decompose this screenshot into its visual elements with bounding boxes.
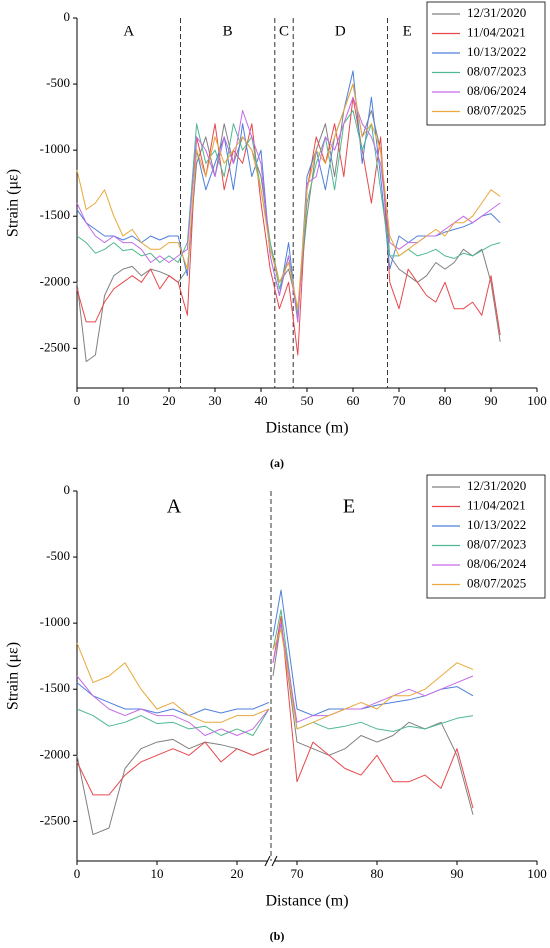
axis-break [264, 855, 271, 867]
x-tick-label: 0 [74, 866, 81, 881]
legend-label: 08/07/2025 [467, 102, 526, 117]
x-tick-label: 60 [347, 393, 360, 408]
y-axis-title: Strain (με) [5, 169, 22, 237]
x-tick-label: 100 [527, 866, 547, 881]
y-tick-label: 0 [64, 9, 71, 24]
y-tick-label: -1500 [40, 680, 70, 695]
y-tick-label: -1500 [40, 207, 70, 222]
data-line [76, 616, 474, 809]
x-tick-label: 90 [451, 866, 464, 881]
data-line [76, 629, 474, 730]
legend-label: 10/13/2022 [467, 44, 526, 59]
region-label: A [123, 23, 134, 39]
x-tick-label: 80 [439, 393, 452, 408]
legend-label: 08/06/2024 [467, 556, 527, 571]
y-tick-label: -1000 [40, 141, 70, 156]
data-line [76, 83, 501, 310]
region-label: B [223, 23, 233, 39]
y-tick-label: -2500 [40, 339, 70, 354]
x-axis-title: Distance (m) [265, 420, 348, 437]
caption: (a) [270, 456, 284, 470]
y-tick-label: -2000 [40, 273, 70, 288]
y-tick-label: -1000 [40, 614, 70, 629]
region-label: E [343, 496, 355, 518]
x-tick-label: 20 [163, 393, 176, 408]
legend-label: 12/31/2020 [467, 478, 526, 493]
x-tick-label: 90 [485, 393, 498, 408]
x-tick-label: 20 [231, 866, 244, 881]
region-label: D [335, 23, 346, 39]
y-tick-label: -500 [46, 548, 70, 563]
y-tick-label: 0 [64, 482, 71, 497]
x-tick-label: 80 [371, 866, 384, 881]
region-label: C [279, 23, 289, 39]
x-axis-title: Distance (m) [265, 893, 348, 910]
y-tick-label: -2000 [40, 746, 70, 761]
x-tick-label: 10 [151, 866, 164, 881]
legend-label: 11/04/2021 [467, 497, 526, 512]
x-tick-label: 70 [291, 866, 304, 881]
y-axis-title: Strain (με) [5, 642, 22, 710]
y-tick-label: -500 [46, 75, 70, 90]
x-tick-label: 100 [527, 393, 547, 408]
legend-box [426, 1, 546, 126]
legend-label: 12/31/2020 [467, 5, 526, 20]
axis-break [271, 855, 278, 867]
legend-label: 08/07/2023 [467, 536, 526, 551]
x-tick-label: 0 [74, 393, 81, 408]
legend-label: 10/13/2022 [467, 517, 526, 532]
region-label: E [403, 23, 412, 39]
legend-label: 11/04/2021 [467, 24, 526, 39]
x-tick-label: 10 [117, 393, 130, 408]
x-tick-label: 70 [393, 393, 406, 408]
x-tick-label: 50 [301, 393, 314, 408]
x-tick-label: 30 [209, 393, 222, 408]
data-line [76, 609, 474, 736]
data-line [76, 96, 501, 356]
caption: (b) [270, 929, 285, 943]
legend-label: 08/06/2024 [467, 83, 527, 98]
x-tick-label: 40 [255, 393, 268, 408]
y-tick-label: -2500 [40, 812, 70, 827]
legend-label: 08/07/2025 [467, 575, 526, 590]
region-label: A [167, 496, 182, 518]
legend-box [426, 474, 546, 599]
legend-label: 08/07/2023 [467, 63, 526, 78]
data-line [76, 96, 501, 323]
data-line [76, 83, 501, 363]
